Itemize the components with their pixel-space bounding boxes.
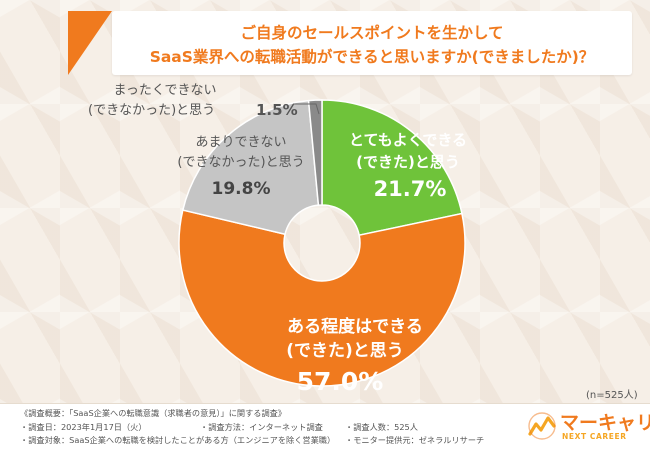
pie-slice-3 xyxy=(181,99,320,236)
slice-4-leader-line xyxy=(293,103,320,115)
survey-count: ・調査人数：525人 xyxy=(345,422,418,432)
survey-date: ・調査日：2023年1月17日（火） xyxy=(20,422,147,432)
chart-title: ご自身のセールスポイントを生かして SaaS業界への転職活動ができると思いますか… xyxy=(112,11,632,75)
logo-icon xyxy=(528,412,556,440)
pie-slice-1 xyxy=(321,99,463,237)
donut-chart: とてもよくできる (できた)と思う 21.7% ある程度はできる (できた)と思う 57.… xyxy=(88,83,467,396)
slice-label-2-line1: ある程度はできる xyxy=(287,316,423,337)
slice-value-4: 1.5% xyxy=(256,101,298,119)
title-line-1: ご自身のセールスポイントを生かして xyxy=(240,24,504,42)
title-line-2: SaaS業界への転職活動ができると思いますか(できましたか)？ xyxy=(149,48,595,66)
slice-label-1-line1: とてもよくできる xyxy=(349,131,467,149)
survey-provider: ・モニター提供元：ゼネラルリサーチ xyxy=(345,435,485,445)
sample-size-note: (n=525人) xyxy=(586,390,638,401)
slice-value-2: 57.0% xyxy=(297,367,384,396)
slice-label-4-line1: まったくできない xyxy=(113,83,216,98)
survey-heading: 《調査概要：「SaaS企業への転職意識（求職者の意見）」に関する調査》 xyxy=(20,408,287,418)
slice-label-4-line2: (できなかった)と思う xyxy=(88,103,215,118)
slice-label-1-line2: (できた)と思う xyxy=(356,153,460,171)
pie-slice-4 xyxy=(307,99,323,206)
slice-label-3-line1: あまりできない xyxy=(195,135,286,150)
slice-label-3-line2: (できなかった)と思う xyxy=(177,155,304,170)
survey-target: ・調査対象：SaaS企業への転職を検討したことがある方（エンジニアを除く営業職） xyxy=(20,435,336,445)
slice-value-1: 21.7% xyxy=(374,177,447,201)
survey-method: ・調査方法：インターネット調査 xyxy=(200,422,323,432)
slice-value-3: 19.8% xyxy=(212,179,271,199)
logo-subtitle: NEXT CAREER xyxy=(562,432,627,441)
title-accent-shape xyxy=(68,11,112,75)
slice-label-2-line2: (できた)と思う xyxy=(286,341,404,361)
pie-slice-2 xyxy=(178,209,466,387)
logo-name: マーキャリ xyxy=(560,412,650,434)
